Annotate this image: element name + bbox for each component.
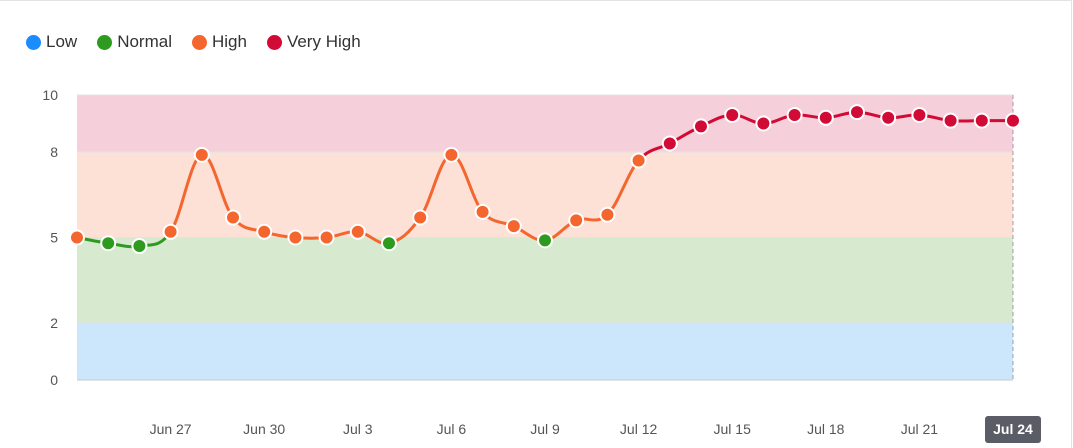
x-tick-label: Jul 15: [714, 421, 752, 437]
y-tick-label: 2: [50, 315, 58, 331]
data-point: [911, 106, 928, 123]
x-tick-label: Jun 27: [150, 421, 192, 437]
data-point: [287, 229, 304, 246]
data-point: [786, 106, 803, 123]
data-point: [100, 235, 117, 252]
data-point: [349, 223, 366, 240]
data-point: [849, 104, 865, 121]
data-point: [505, 218, 522, 235]
legend-dot-high: [191, 34, 207, 50]
x-tick-label-highlighted: Jul 24: [993, 421, 1033, 437]
legend-label-high: High: [211, 32, 247, 51]
data-point: [755, 115, 772, 132]
data-point: [162, 223, 179, 240]
legend-item-normal[interactable]: Normal: [97, 32, 172, 52]
data-point: [412, 209, 429, 226]
data-point: [880, 109, 897, 126]
x-tick-label: Jul 21: [901, 421, 939, 437]
data-point: [381, 235, 397, 252]
data-point: [69, 229, 85, 246]
data-point: [225, 209, 241, 226]
legend-item-low[interactable]: Low: [26, 32, 77, 52]
band-low: [77, 323, 1013, 380]
data-point: [599, 206, 616, 223]
band-very-high: [77, 95, 1013, 152]
data-point: [630, 152, 647, 169]
highlighted-tick-badge: [985, 416, 1041, 443]
y-tick-label: 0: [50, 372, 58, 388]
data-point: [942, 112, 959, 129]
data-point: [256, 223, 273, 240]
data-point: [817, 109, 834, 126]
legend-label-normal: Normal: [117, 32, 172, 51]
x-tick-label: Jul 9: [530, 421, 560, 437]
x-tick-label: Jun 30: [243, 421, 285, 437]
y-tick-label: 8: [50, 144, 58, 160]
x-tick-label: Jul 18: [807, 421, 845, 437]
data-point: [193, 146, 210, 163]
y-tick-label: 5: [50, 230, 58, 246]
legend-item-very-high[interactable]: Very High: [266, 32, 361, 52]
y-tick-label: 10: [42, 87, 58, 103]
legend-item-high[interactable]: High: [191, 32, 247, 52]
legend-dot-low: [26, 34, 41, 50]
data-point: [1005, 112, 1021, 129]
data-point: [568, 212, 585, 229]
data-point: [661, 135, 678, 152]
data-point: [318, 229, 335, 246]
data-point: [443, 146, 460, 163]
data-point: [724, 106, 741, 123]
x-tick-label: Jul 6: [437, 421, 467, 437]
data-point: [693, 118, 709, 135]
data-point: [131, 238, 148, 255]
x-tick-label: Jul 12: [620, 421, 658, 437]
data-point: [474, 203, 491, 220]
legend-label-low: Low: [46, 32, 78, 51]
legend-dot-very-high: [266, 34, 282, 50]
x-tick-label: Jul 3: [343, 421, 373, 437]
band-normal: [77, 237, 1013, 323]
chart-legend: Low Normal High Very High: [26, 32, 361, 52]
data-point: [537, 232, 553, 249]
legend-label-very-high: Very High: [286, 32, 361, 51]
band-high: [77, 152, 1013, 238]
data-point: [973, 112, 990, 129]
legend-dot-normal: [97, 34, 113, 50]
